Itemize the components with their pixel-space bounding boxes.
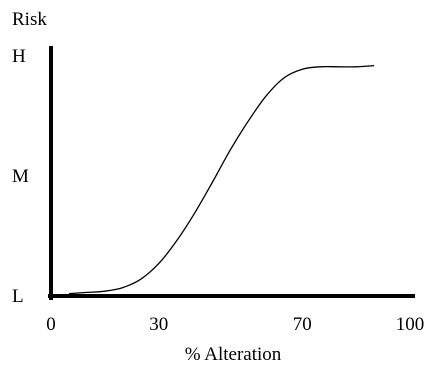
y-tick-label: L xyxy=(12,286,24,307)
y-axis-title: Risk xyxy=(12,9,47,30)
y-tick-label: H xyxy=(12,46,26,67)
x-tick-label: 30 xyxy=(149,314,168,335)
labels-layer: Risk L M H 0 30 70 100 % Alteration xyxy=(12,9,424,365)
x-tick-label: 100 xyxy=(396,314,425,335)
series-layer xyxy=(68,64,375,295)
x-axis-title: % Alteration xyxy=(185,344,282,365)
y-tick-label: M xyxy=(12,166,29,187)
risk-curve-line xyxy=(68,64,375,295)
x-tick-label: 0 xyxy=(46,314,56,335)
axes xyxy=(48,46,415,300)
x-tick-label: 70 xyxy=(293,314,312,335)
